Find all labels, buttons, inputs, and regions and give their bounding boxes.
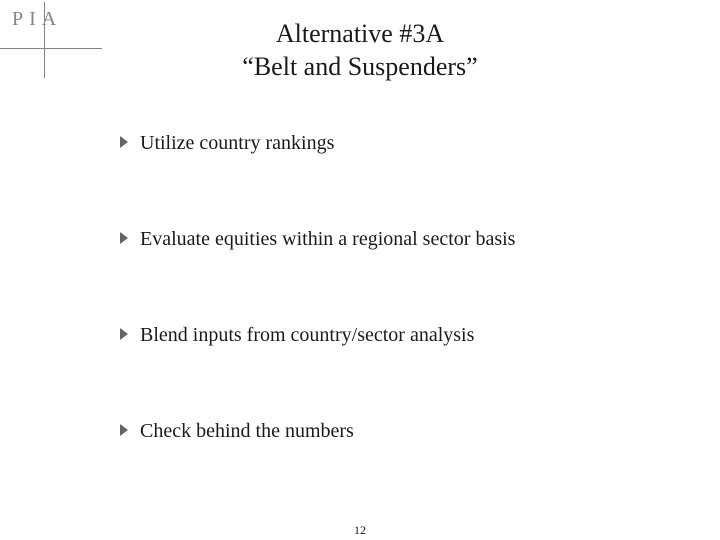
list-item: Check behind the numbers bbox=[120, 418, 660, 444]
bullet-marker-icon bbox=[120, 424, 128, 436]
bullet-marker-icon bbox=[120, 232, 128, 244]
list-item: Blend inputs from country/sector analysi… bbox=[120, 322, 660, 348]
slide-title: Alternative #3A “Belt and Suspenders” bbox=[0, 18, 720, 83]
title-line-2: “Belt and Suspenders” bbox=[242, 52, 477, 81]
bullet-text: Check behind the numbers bbox=[140, 418, 660, 444]
title-line-1: Alternative #3A bbox=[276, 19, 444, 48]
list-item: Evaluate equities within a regional sect… bbox=[120, 226, 660, 252]
bullet-list: Utilize country rankings Evaluate equiti… bbox=[120, 130, 660, 514]
list-item: Utilize country rankings bbox=[120, 130, 660, 156]
bullet-text: Evaluate equities within a regional sect… bbox=[140, 226, 660, 252]
bullet-text: Utilize country rankings bbox=[140, 130, 660, 156]
page-number: 12 bbox=[0, 523, 720, 538]
bullet-marker-icon bbox=[120, 328, 128, 340]
bullet-text: Blend inputs from country/sector analysi… bbox=[140, 322, 660, 348]
bullet-marker-icon bbox=[120, 136, 128, 148]
